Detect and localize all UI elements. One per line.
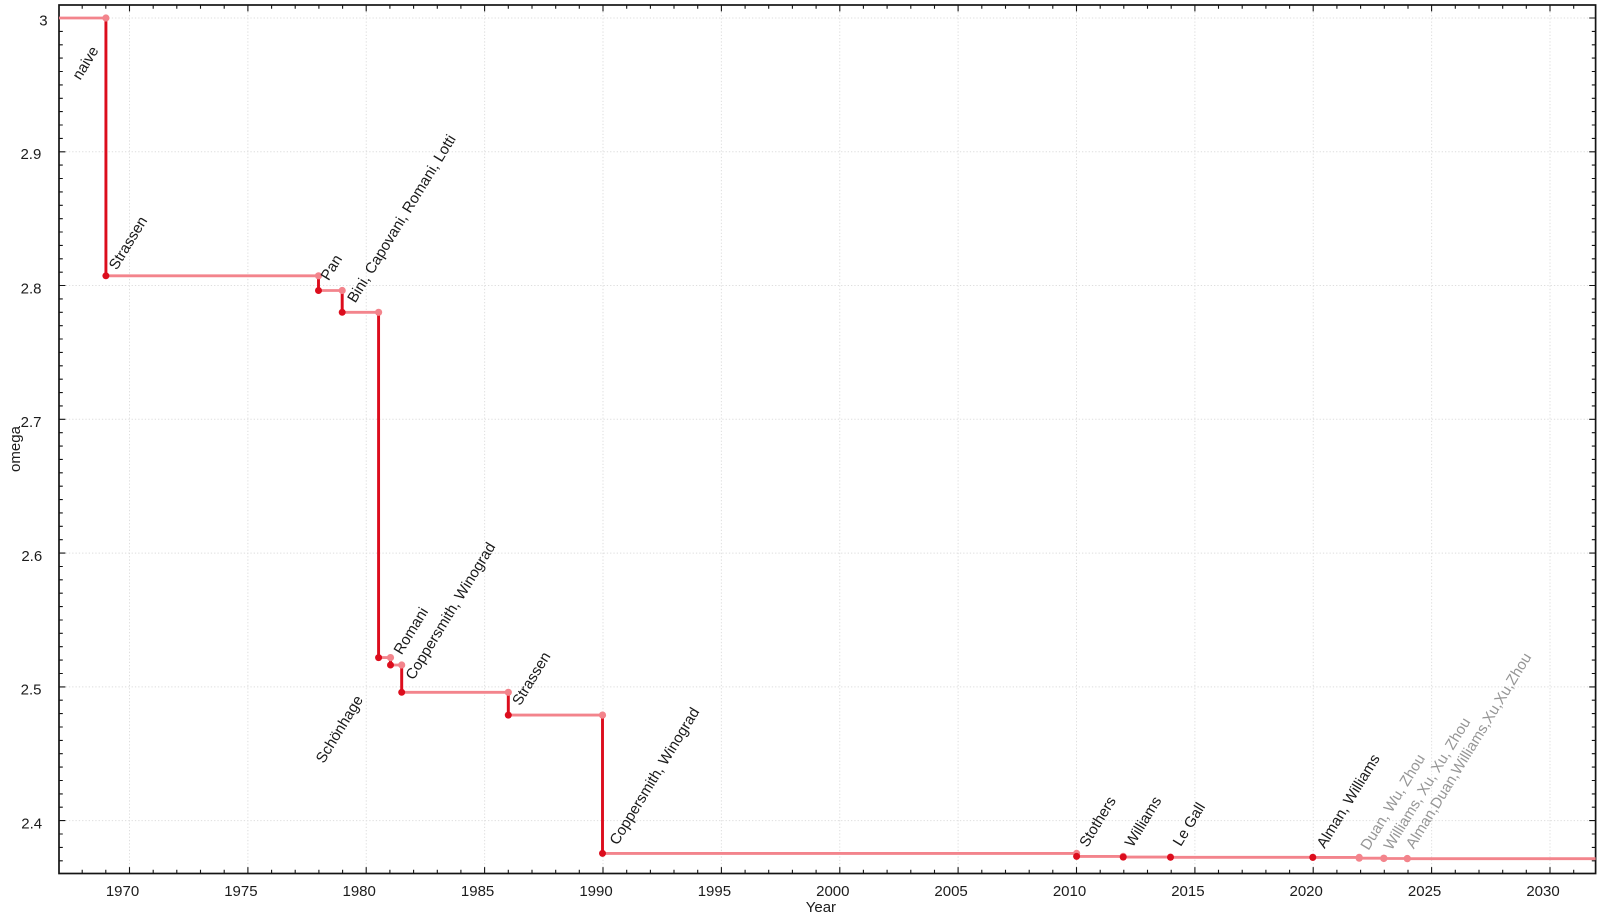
svg-text:1970: 1970 (106, 883, 139, 900)
svg-text:2015: 2015 (1171, 883, 1204, 900)
svg-text:2.9: 2.9 (20, 146, 41, 163)
svg-text:3: 3 (39, 13, 47, 30)
svg-text:2.7: 2.7 (21, 414, 42, 431)
svg-text:1990: 1990 (579, 883, 612, 900)
svg-text:omega: omega (7, 425, 24, 472)
svg-text:1975: 1975 (224, 883, 257, 900)
svg-text:2.5: 2.5 (21, 682, 42, 699)
svg-text:2.4: 2.4 (21, 815, 42, 832)
svg-text:2030: 2030 (1526, 883, 1559, 900)
svg-text:2.8: 2.8 (21, 280, 42, 297)
svg-text:2025: 2025 (1408, 883, 1441, 900)
svg-text:2010: 2010 (1053, 883, 1086, 900)
svg-text:2.6: 2.6 (21, 548, 42, 565)
svg-text:1995: 1995 (698, 883, 731, 900)
svg-text:2005: 2005 (934, 883, 967, 900)
svg-text:Year: Year (806, 899, 836, 916)
svg-text:1985: 1985 (461, 883, 494, 900)
svg-text:2020: 2020 (1290, 883, 1323, 900)
svg-text:2000: 2000 (816, 883, 849, 900)
svg-text:1980: 1980 (343, 883, 376, 900)
